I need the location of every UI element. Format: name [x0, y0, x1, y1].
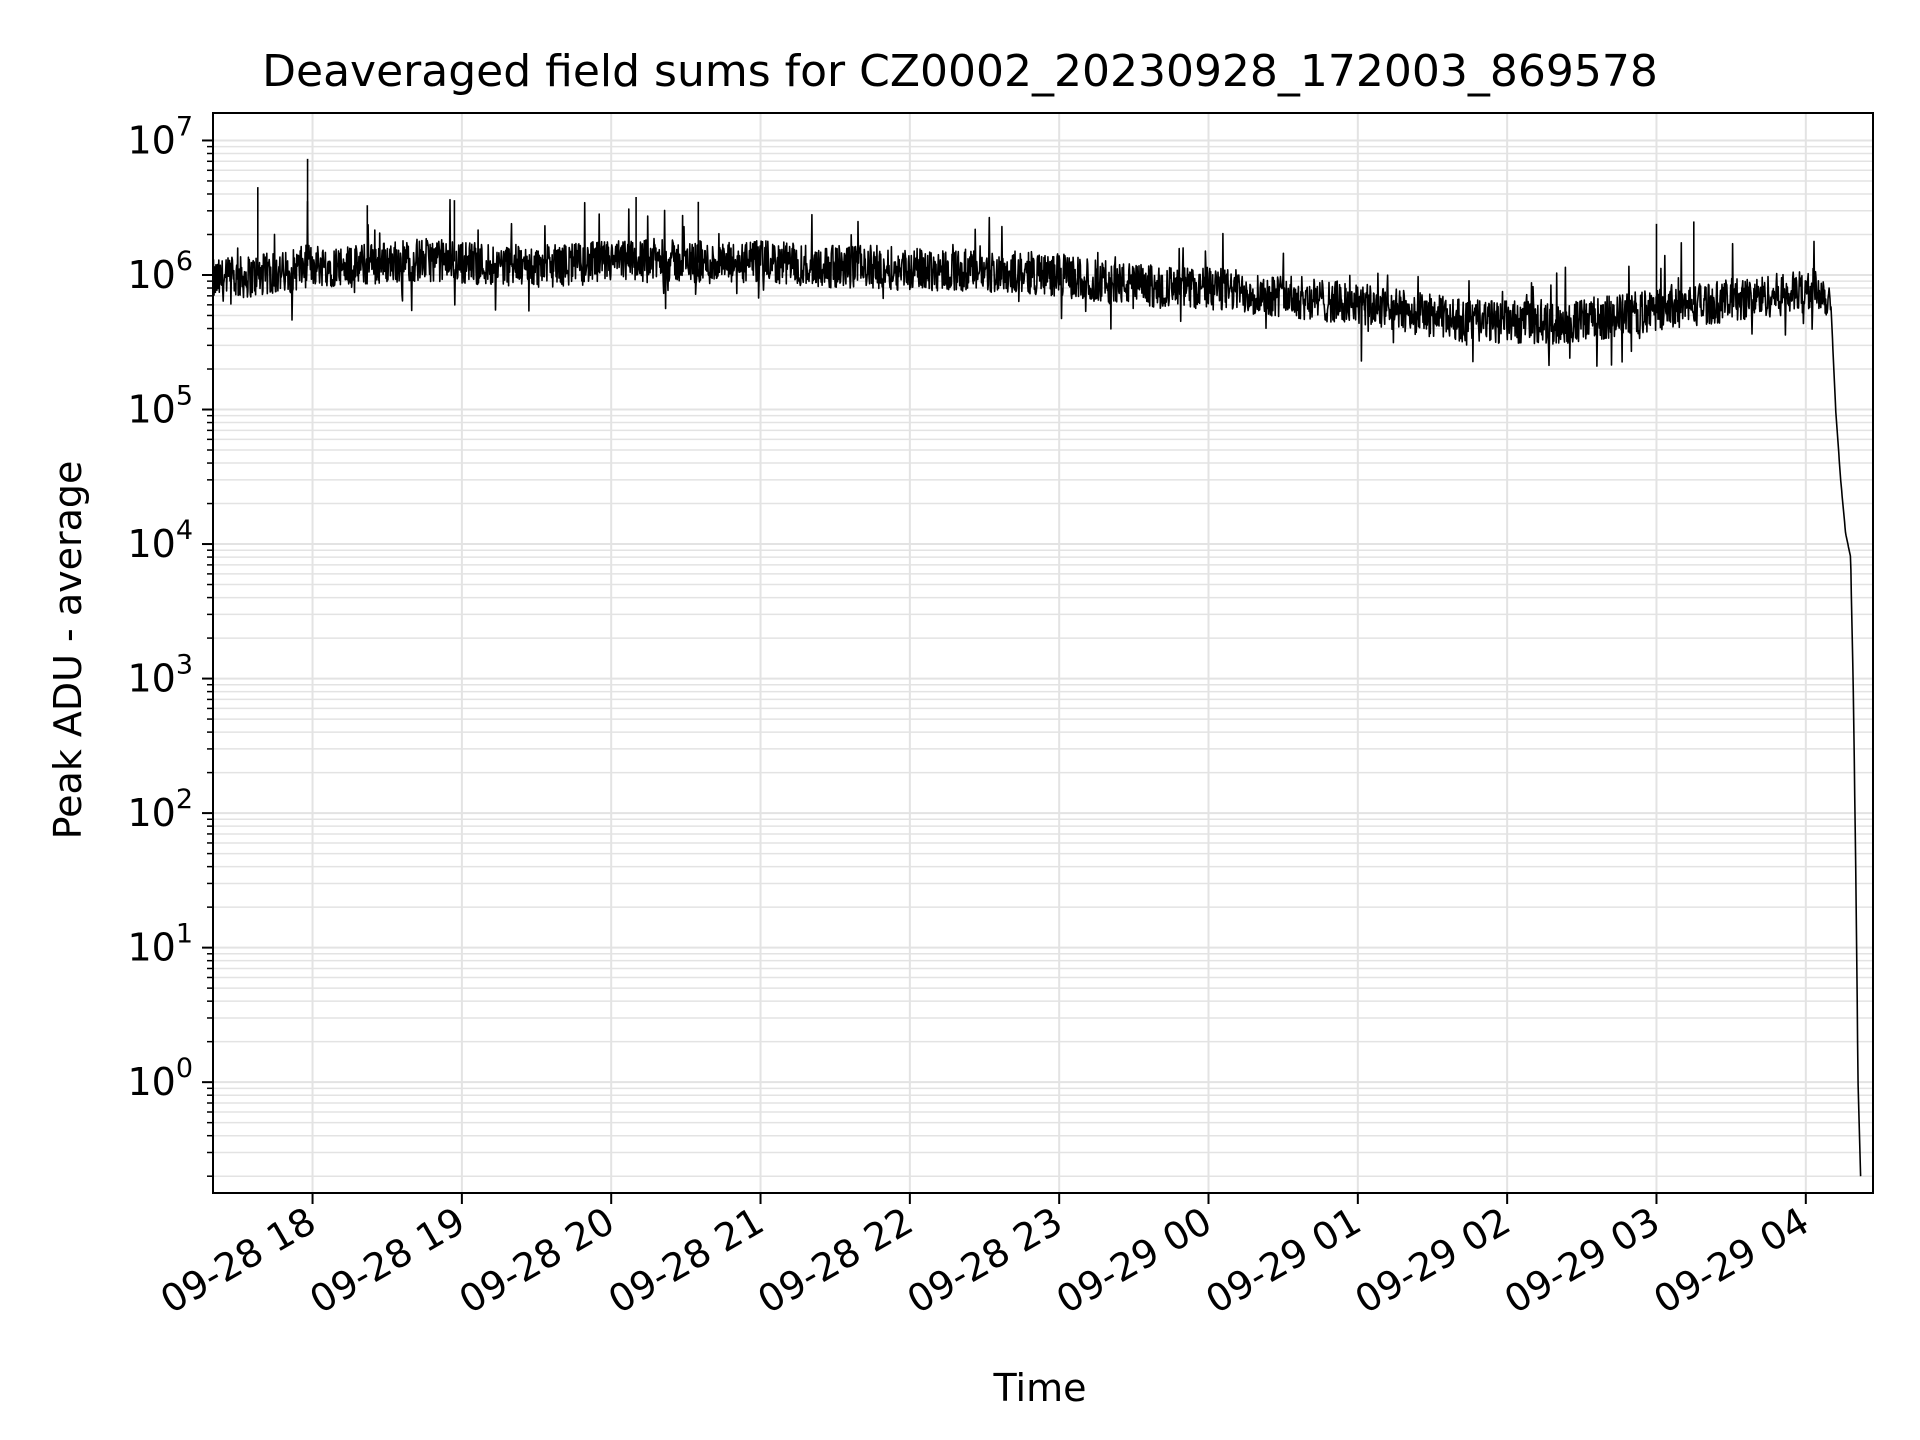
x-tick-label: 09-28 23	[900, 1199, 1070, 1323]
series-line	[212, 198, 1862, 1177]
x-tick-label: 09-29 02	[1348, 1199, 1518, 1323]
y-tick-label: 105	[127, 381, 193, 432]
x-tick-label: 09-29 01	[1198, 1199, 1368, 1323]
series-group	[212, 158, 1862, 1177]
x-tick-label: 09-28 21	[601, 1199, 771, 1323]
grid-lines	[213, 113, 1873, 1193]
y-tick-label: 100	[127, 1053, 193, 1104]
chart-title: Deaveraged field sums for CZ0002_2023092…	[262, 46, 1658, 97]
x-tick-label: 09-28 19	[302, 1199, 472, 1323]
y-tick-label: 103	[127, 650, 193, 701]
y-tick-label: 107	[127, 111, 193, 162]
x-tick-label: 09-28 20	[452, 1199, 622, 1323]
x-tick-label: 09-29 00	[1049, 1199, 1219, 1323]
y-axis-ticks: 100 101 102 103 104 105 106 107	[127, 111, 213, 1177]
x-tick-label: 09-28 18	[153, 1199, 323, 1323]
x-axis-label: Time	[993, 1366, 1087, 1410]
y-tick-label: 102	[127, 784, 193, 835]
y-tick-label: 104	[127, 515, 193, 566]
x-tick-label: 09-28 22	[750, 1199, 920, 1323]
x-tick-label: 09-29 04	[1646, 1199, 1816, 1323]
x-tick-label: 09-29 03	[1497, 1199, 1667, 1323]
plot-frame	[212, 112, 1874, 1194]
y-tick-label: 101	[127, 919, 193, 970]
y-tick-label: 106	[127, 246, 193, 297]
